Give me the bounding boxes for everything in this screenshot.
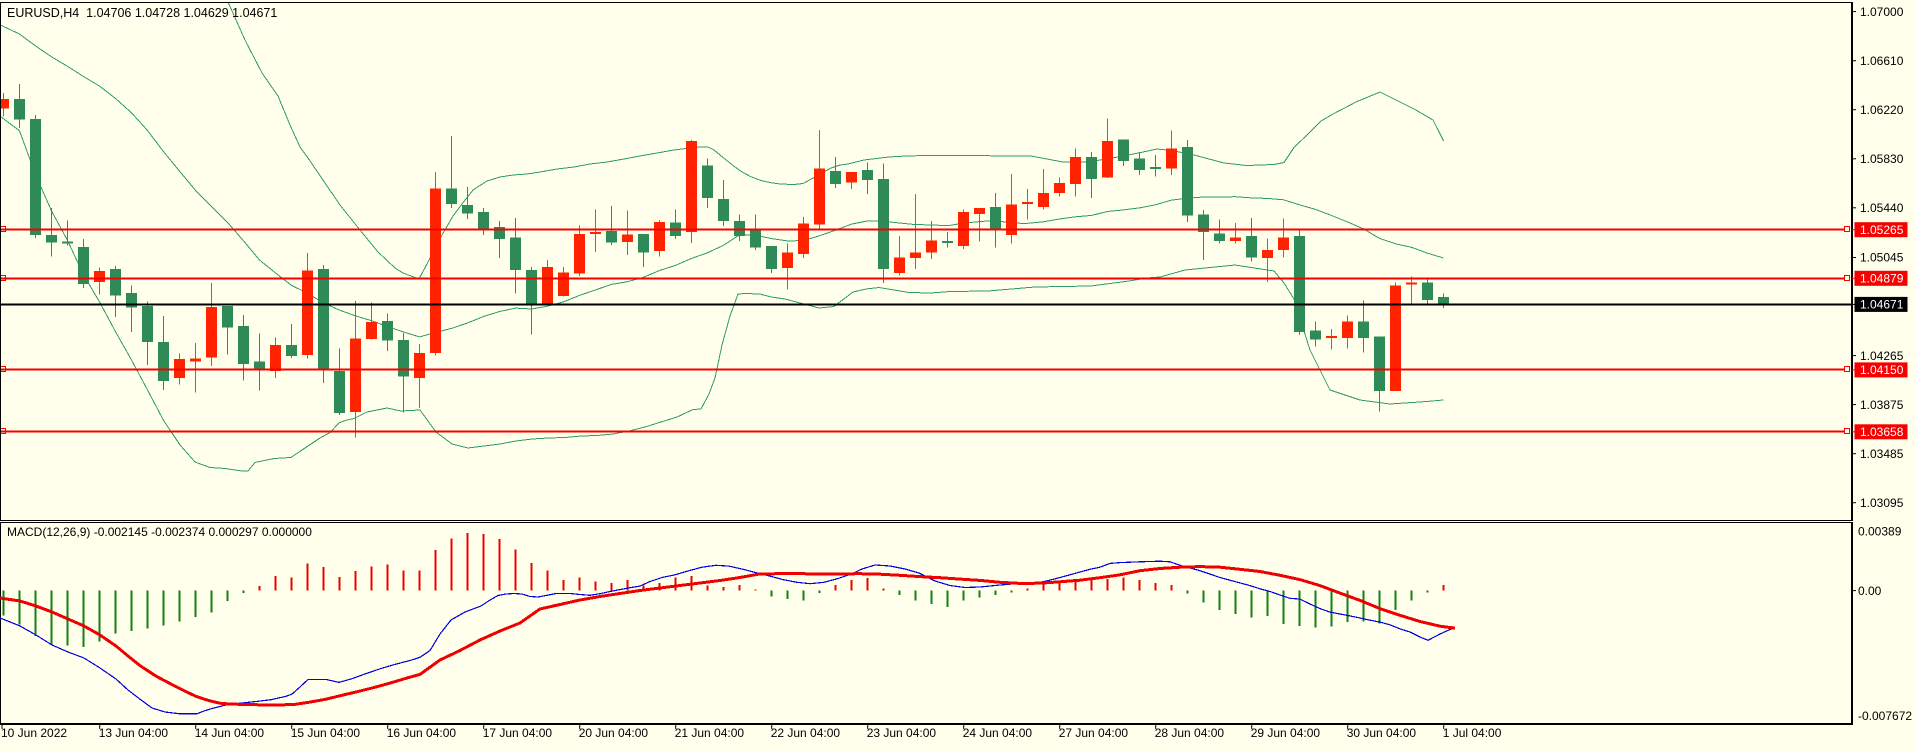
svg-text:1.05265: 1.05265 xyxy=(1860,223,1904,237)
svg-text:1.06610: 1.06610 xyxy=(1860,54,1904,68)
svg-text:EURUSD,H4 1.04706 1.04728 1.0: EURUSD,H4 1.04706 1.04728 1.04629 1.0467… xyxy=(7,6,277,20)
svg-text:0.00389: 0.00389 xyxy=(1858,525,1902,539)
svg-text:0.00: 0.00 xyxy=(1858,584,1882,598)
svg-text:10 Jun 2022: 10 Jun 2022 xyxy=(1,726,67,740)
svg-text:1.03658: 1.03658 xyxy=(1860,425,1904,439)
svg-text:1.04671: 1.04671 xyxy=(1860,298,1904,312)
svg-text:-0.007672: -0.007672 xyxy=(1858,709,1912,723)
svg-text:14 Jun 04:00: 14 Jun 04:00 xyxy=(195,726,265,740)
svg-text:1.03485: 1.03485 xyxy=(1860,447,1904,461)
svg-text:28 Jun 04:00: 28 Jun 04:00 xyxy=(1155,726,1225,740)
svg-text:22 Jun 04:00: 22 Jun 04:00 xyxy=(771,726,841,740)
svg-text:1.03095: 1.03095 xyxy=(1860,496,1904,510)
svg-text:1.07000: 1.07000 xyxy=(1860,5,1904,19)
svg-text:17 Jun 04:00: 17 Jun 04:00 xyxy=(483,726,553,740)
svg-text:20 Jun 04:00: 20 Jun 04:00 xyxy=(579,726,649,740)
svg-text:1.03875: 1.03875 xyxy=(1860,398,1904,412)
svg-text:23 Jun 04:00: 23 Jun 04:00 xyxy=(867,726,937,740)
svg-text:1 Jul 04:00: 1 Jul 04:00 xyxy=(1443,726,1502,740)
svg-text:29 Jun 04:00: 29 Jun 04:00 xyxy=(1251,726,1321,740)
svg-text:1.04150: 1.04150 xyxy=(1860,363,1904,377)
svg-text:27 Jun 04:00: 27 Jun 04:00 xyxy=(1059,726,1129,740)
svg-text:15 Jun 04:00: 15 Jun 04:00 xyxy=(291,726,361,740)
svg-text:21 Jun 04:00: 21 Jun 04:00 xyxy=(675,726,745,740)
svg-text:1.04265: 1.04265 xyxy=(1860,349,1904,363)
svg-text:1.04879: 1.04879 xyxy=(1860,272,1904,286)
svg-text:1.06220: 1.06220 xyxy=(1860,103,1904,117)
svg-text:1.05045: 1.05045 xyxy=(1860,251,1904,265)
svg-text:16 Jun 04:00: 16 Jun 04:00 xyxy=(387,726,457,740)
svg-text:1.05830: 1.05830 xyxy=(1860,152,1904,166)
svg-text:MACD(12,26,9) -0.002145 -0.002: MACD(12,26,9) -0.002145 -0.002374 0.0002… xyxy=(7,525,312,539)
svg-text:30 Jun 04:00: 30 Jun 04:00 xyxy=(1347,726,1417,740)
svg-text:13 Jun 04:00: 13 Jun 04:00 xyxy=(99,726,169,740)
svg-text:1.05440: 1.05440 xyxy=(1860,201,1904,215)
svg-text:24 Jun 04:00: 24 Jun 04:00 xyxy=(963,726,1033,740)
